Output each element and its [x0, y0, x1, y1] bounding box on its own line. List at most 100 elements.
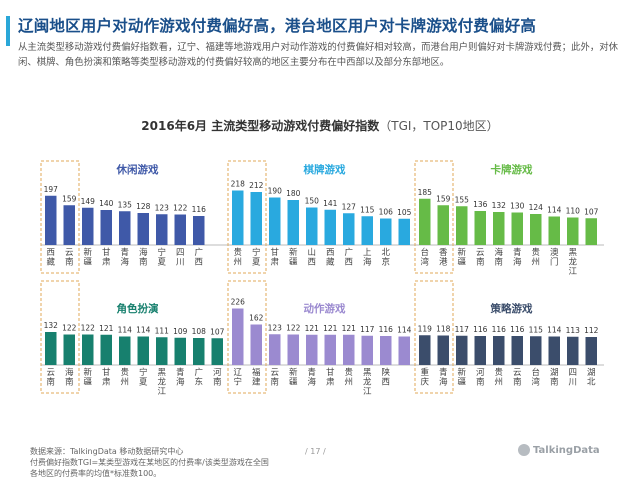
bar-4-3: [287, 334, 299, 365]
bar-value-4-5: 121: [323, 324, 338, 333]
category-char: 南: [476, 257, 485, 268]
category-char: 黑: [568, 248, 577, 258]
bar-1-7: [361, 216, 373, 245]
bar-value-3-0: 132: [44, 321, 59, 330]
category-label-5-8: 四川: [568, 368, 577, 388]
category-char: 上: [363, 248, 372, 258]
bar-value-0-0: 197: [44, 185, 59, 194]
category-char: 河: [476, 367, 485, 378]
bar-value-3-4: 114: [118, 326, 133, 335]
category-char: 甘: [102, 367, 111, 378]
brand-logo: TalkingData: [518, 444, 600, 456]
bar-value-4-9: 114: [397, 326, 412, 335]
category-label-2-5: 青海: [513, 247, 522, 268]
page-number: / 17 /: [305, 447, 326, 456]
page-description: 从主流类型移动游戏付费偏好指数看，辽宁、福建等地游戏用户对动作游戏的付费偏好相对…: [18, 42, 619, 68]
category-char: 甘: [326, 367, 335, 378]
category-char: 澳: [550, 247, 559, 258]
category-char: 庆: [420, 377, 429, 388]
chart-title-main: 2016年6月 主流类型移动游戏付费偏好指数: [141, 119, 380, 133]
category-label-4-4: 青海: [307, 367, 316, 388]
category-label-0-0: 西藏: [46, 248, 55, 268]
category-char: 疆: [83, 258, 92, 268]
category-char: 云: [65, 248, 74, 258]
chart-title-subtitle: （TGI，TOP10地区）: [379, 119, 499, 133]
category-char: 新: [457, 367, 466, 378]
category-label-5-6: 台湾: [531, 367, 540, 388]
category-char: 海: [439, 377, 448, 388]
bar-3-3: [100, 334, 112, 365]
category-label-5-1: 青海: [439, 367, 448, 388]
category-label-3-1: 海南: [65, 367, 74, 388]
category-label-3-6: 黑龙江: [157, 368, 166, 397]
category-label-5-5: 云南: [513, 368, 522, 388]
category-char: 疆: [457, 258, 466, 268]
category-label-1-8: 北京: [381, 248, 390, 268]
category-char: 贵: [120, 367, 129, 378]
category-char: 陕: [381, 367, 390, 378]
bar-1-0: [232, 190, 244, 245]
category-char: 云: [46, 368, 55, 378]
category-char: 台: [420, 247, 429, 258]
category-char: 青: [176, 367, 185, 378]
category-char: 夏: [157, 258, 166, 268]
category-char: 广: [194, 247, 203, 258]
bar-5-7: [548, 336, 560, 365]
category-char: 江: [157, 387, 166, 397]
category-label-0-2: 新疆: [83, 247, 92, 268]
category-char: 肃: [326, 377, 335, 388]
bar-value-2-8: 110: [566, 207, 581, 216]
category-char: 南: [46, 377, 55, 388]
category-char: 川: [176, 258, 185, 268]
category-char: 西: [194, 258, 203, 268]
category-label-1-7: 上海: [363, 248, 372, 268]
category-char: 夏: [252, 258, 261, 268]
bar-4-8: [380, 336, 392, 365]
bar-0-8: [193, 216, 205, 245]
bar-value-1-2: 190: [268, 187, 283, 196]
bar-2-3: [474, 211, 486, 245]
category-label-5-9: 湖北: [587, 368, 596, 388]
category-label-4-0: 辽宁: [233, 368, 242, 388]
category-char: 重: [420, 367, 429, 378]
bar-value-0-4: 135: [118, 200, 133, 209]
bar-value-3-8: 108: [192, 327, 207, 336]
category-char: 西: [46, 248, 55, 258]
category-char: 江: [568, 267, 577, 277]
bar-3-9: [211, 338, 223, 365]
footer-notes: 数据来源：TalkingData 移动数据研究中心 付费偏好指数TGI=某类型游…: [30, 446, 269, 479]
category-char: 新: [457, 247, 466, 258]
bar-2-5: [511, 212, 523, 245]
category-char: 黑: [363, 368, 372, 378]
bar-3-5: [137, 336, 149, 365]
bar-0-3: [100, 210, 112, 245]
bar-value-0-2: 149: [81, 197, 96, 206]
category-char: 海: [494, 247, 503, 258]
category-char: 新: [289, 247, 298, 258]
category-char: 宁: [157, 247, 166, 258]
brand-logo-text: TalkingData: [533, 445, 600, 456]
category-char: 龙: [363, 377, 372, 388]
bar-1-1: [250, 192, 262, 245]
bar-5-3: [474, 336, 486, 365]
bar-value-2-1: 159: [436, 194, 451, 203]
category-label-0-5: 海南: [139, 247, 148, 268]
bar-value-0-3: 140: [99, 199, 114, 208]
bar-3-2: [82, 334, 94, 365]
bar-value-0-6: 123: [155, 203, 170, 212]
category-label-3-0: 云南: [46, 368, 55, 388]
bar-1-4: [306, 207, 318, 245]
category-char: 州: [120, 378, 129, 388]
category-label-5-4: 贵州: [494, 367, 503, 388]
bar-value-3-1: 122: [62, 324, 77, 333]
category-label-0-1: 云南: [65, 248, 74, 268]
category-char: 南: [65, 377, 74, 388]
category-char: 辽: [233, 368, 242, 378]
category-label-3-2: 新疆: [83, 367, 92, 388]
category-char: 龙: [568, 257, 577, 268]
bar-value-4-1: 162: [249, 314, 264, 323]
panel-title-2: 卡牌游戏: [491, 163, 533, 176]
chart-title: 2016年6月 主流类型移动游戏付费偏好指数（TGI，TOP10地区）: [0, 117, 640, 134]
category-char: 湖: [587, 368, 596, 378]
bar-value-1-9: 105: [397, 208, 412, 217]
